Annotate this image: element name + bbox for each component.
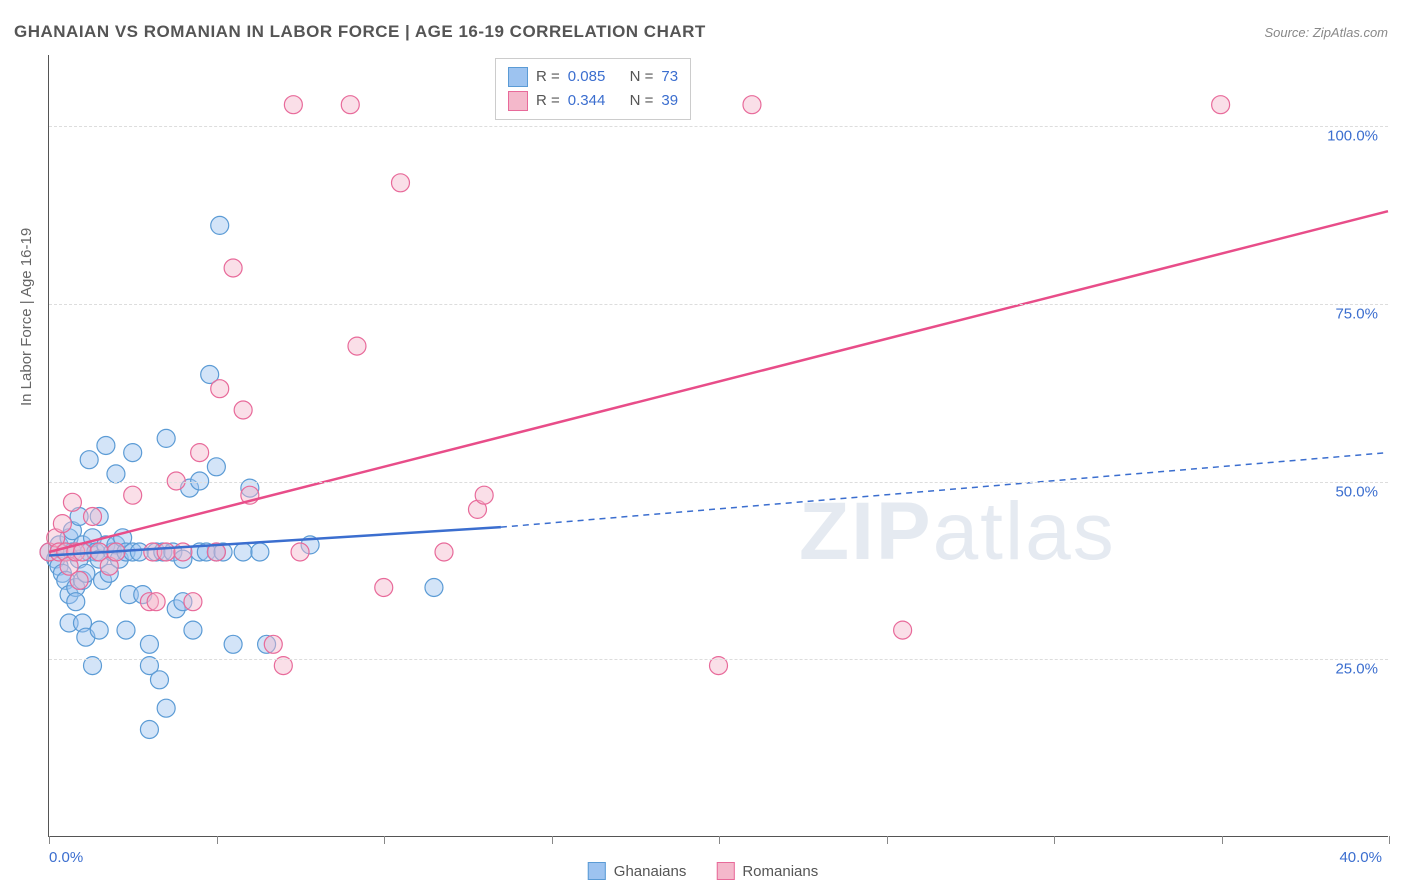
scatter-point xyxy=(1212,96,1230,114)
r-label: R = xyxy=(536,89,560,113)
bottom-swatch-romanians xyxy=(716,862,734,880)
x-tick xyxy=(217,836,218,844)
scatter-point xyxy=(341,96,359,114)
scatter-point xyxy=(140,635,158,653)
scatter-point xyxy=(53,515,71,533)
bottom-legend-romanians: Romanians xyxy=(716,862,818,880)
scatter-point xyxy=(70,571,88,589)
chart-container: GHANAIAN VS ROMANIAN IN LABOR FORCE | AG… xyxy=(0,0,1406,892)
scatter-point xyxy=(211,216,229,234)
x-tick xyxy=(384,836,385,844)
legend-swatch-ghanaians xyxy=(508,67,528,87)
scatter-point xyxy=(63,493,81,511)
scatter-point xyxy=(211,380,229,398)
scatter-point xyxy=(224,635,242,653)
scatter-point xyxy=(107,465,125,483)
y-tick-label: 25.0% xyxy=(1335,661,1378,678)
scatter-point xyxy=(150,671,168,689)
n-label: N = xyxy=(630,89,654,113)
r-value-ghanaians: 0.085 xyxy=(568,65,606,89)
y-tick-label: 75.0% xyxy=(1335,305,1378,322)
plot-area: ZIPatlas 25.0%50.0%75.0%100.0%0.0%40.0% xyxy=(48,55,1388,837)
scatter-point xyxy=(425,579,443,597)
x-tick xyxy=(1054,836,1055,844)
legend-swatch-romanians xyxy=(508,91,528,111)
scatter-point xyxy=(348,337,366,355)
grid-line xyxy=(49,126,1388,127)
source-attribution: Source: ZipAtlas.com xyxy=(1264,25,1388,40)
n-value-romanians: 39 xyxy=(661,89,678,113)
scatter-point xyxy=(435,543,453,561)
trend-line-dashed xyxy=(501,453,1388,528)
y-tick-label: 100.0% xyxy=(1327,128,1378,145)
n-value-ghanaians: 73 xyxy=(661,65,678,89)
scatter-point xyxy=(191,444,209,462)
scatter-point xyxy=(251,543,269,561)
scatter-point xyxy=(157,543,175,561)
scatter-point xyxy=(234,543,252,561)
n-label: N = xyxy=(630,65,654,89)
scatter-point xyxy=(184,593,202,611)
scatter-point xyxy=(140,721,158,739)
legend-row-romanians: R = 0.344 N = 39 xyxy=(508,89,678,113)
scatter-point xyxy=(375,579,393,597)
bottom-swatch-ghanaians xyxy=(588,862,606,880)
x-tick xyxy=(887,836,888,844)
x-tick xyxy=(552,836,553,844)
scatter-point xyxy=(234,401,252,419)
bottom-label-ghanaians: Ghanaians xyxy=(614,863,687,880)
scatter-point xyxy=(475,486,493,504)
x-tick xyxy=(1222,836,1223,844)
scatter-point xyxy=(157,429,175,447)
scatter-point xyxy=(391,174,409,192)
scatter-point xyxy=(67,593,85,611)
plot-svg xyxy=(49,55,1388,836)
chart-title: GHANAIAN VS ROMANIAN IN LABOR FORCE | AG… xyxy=(14,22,706,42)
x-tick-label: 40.0% xyxy=(1339,849,1382,866)
scatter-point xyxy=(894,621,912,639)
grid-line xyxy=(49,482,1388,483)
scatter-point xyxy=(124,486,142,504)
scatter-point xyxy=(207,458,225,476)
x-tick-label: 0.0% xyxy=(49,849,83,866)
legend-row-ghanaians: R = 0.085 N = 73 xyxy=(508,65,678,89)
y-tick-label: 50.0% xyxy=(1335,483,1378,500)
scatter-point xyxy=(117,621,135,639)
correlation-legend: R = 0.085 N = 73 R = 0.344 N = 39 xyxy=(495,58,691,120)
scatter-point xyxy=(124,444,142,462)
scatter-point xyxy=(184,621,202,639)
scatter-point xyxy=(291,543,309,561)
trend-line xyxy=(49,211,1388,552)
scatter-point xyxy=(284,96,302,114)
bottom-label-romanians: Romanians xyxy=(742,863,818,880)
scatter-point xyxy=(743,96,761,114)
scatter-point xyxy=(157,699,175,717)
x-tick xyxy=(49,836,50,844)
grid-line xyxy=(49,659,1388,660)
x-tick xyxy=(1389,836,1390,844)
bottom-legend: Ghanaians Romanians xyxy=(588,862,818,880)
scatter-point xyxy=(90,621,108,639)
x-tick xyxy=(719,836,720,844)
scatter-point xyxy=(224,259,242,277)
scatter-point xyxy=(264,635,282,653)
scatter-point xyxy=(147,593,165,611)
y-axis-label: In Labor Force | Age 16-19 xyxy=(18,228,35,406)
bottom-legend-ghanaians: Ghanaians xyxy=(588,862,687,880)
r-label: R = xyxy=(536,65,560,89)
scatter-point xyxy=(84,508,102,526)
scatter-point xyxy=(97,437,115,455)
r-value-romanians: 0.344 xyxy=(568,89,606,113)
grid-line xyxy=(49,304,1388,305)
scatter-point xyxy=(80,451,98,469)
